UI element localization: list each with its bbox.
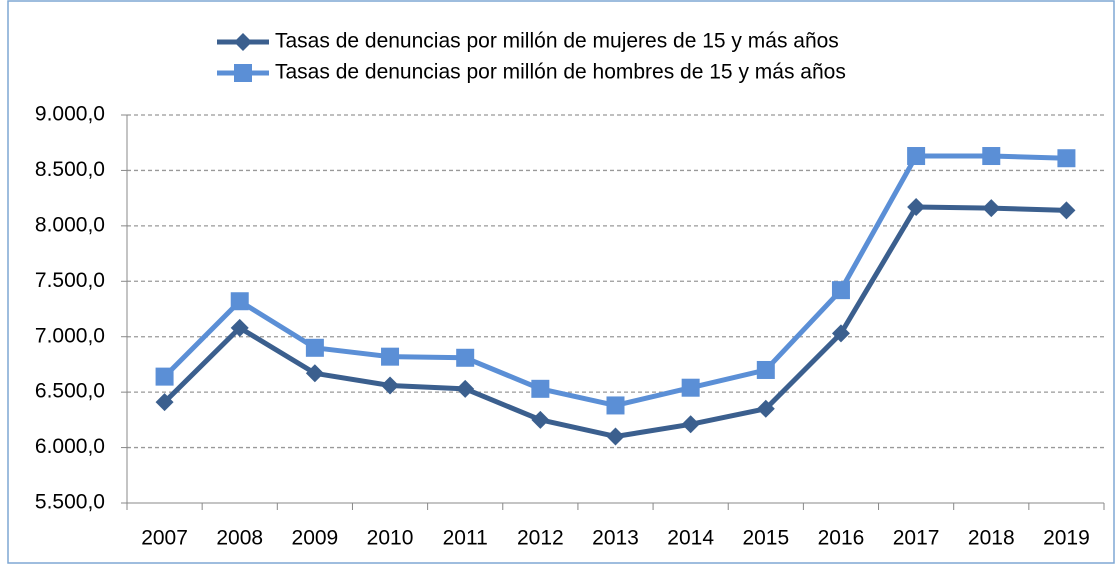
data-point [155,393,174,412]
data-point [230,292,249,311]
data-point [606,396,625,415]
data-point [756,399,775,418]
data-point [531,379,550,398]
x-tick-label: 2018 [968,527,1015,550]
x-tick-label: 2008 [216,527,263,550]
data-point [907,147,926,166]
y-tick-label: 7.000,0 [35,324,105,347]
data-point [1057,149,1076,168]
chart-frame [7,0,1115,564]
y-tick-label: 6.000,0 [35,435,105,458]
y-tick-label: 8.500,0 [35,158,105,181]
data-point [456,348,475,367]
x-tick-label: 2013 [592,527,639,550]
y-tick-label: 6.500,0 [35,380,105,403]
data-point [1057,201,1076,220]
x-tick-label: 2019 [1043,527,1090,550]
legend-label: Tasas de denuncias por millón de hombres… [275,61,846,84]
y-tick-label: 5.500,0 [35,491,105,514]
x-tick-label: 2012 [517,527,564,550]
data-point [155,367,174,386]
data-point [381,376,400,395]
data-point [681,378,700,397]
y-tick-label: 9.000,0 [35,103,105,126]
data-point [230,318,249,337]
x-tick-label: 2011 [443,527,488,550]
x-tick-label: 2007 [141,527,188,550]
x-tick-label: 2010 [367,527,414,550]
x-tick-label: 2015 [742,527,789,550]
x-tick-label: 2009 [292,527,339,550]
legend-marker [234,64,252,82]
data-point [982,199,1001,218]
y-tick-label: 8.000,0 [35,213,105,236]
data-point [305,338,324,357]
y-tick-label: 7.500,0 [35,269,105,292]
data-point [681,415,700,434]
data-point [831,281,850,300]
data-point [756,360,775,379]
data-point [456,379,475,398]
data-point [831,324,850,343]
x-tick-label: 2016 [818,527,865,550]
data-point [531,410,550,429]
data-point [982,147,1001,166]
x-tick-label: 2017 [893,527,940,550]
data-point [305,364,324,383]
legend-label: Tasas de denuncias por millón de mujeres… [275,30,839,53]
data-point [606,427,625,446]
data-point [381,347,400,366]
legend-marker [234,33,252,51]
data-point [907,198,926,217]
x-tick-label: 2014 [667,527,714,550]
